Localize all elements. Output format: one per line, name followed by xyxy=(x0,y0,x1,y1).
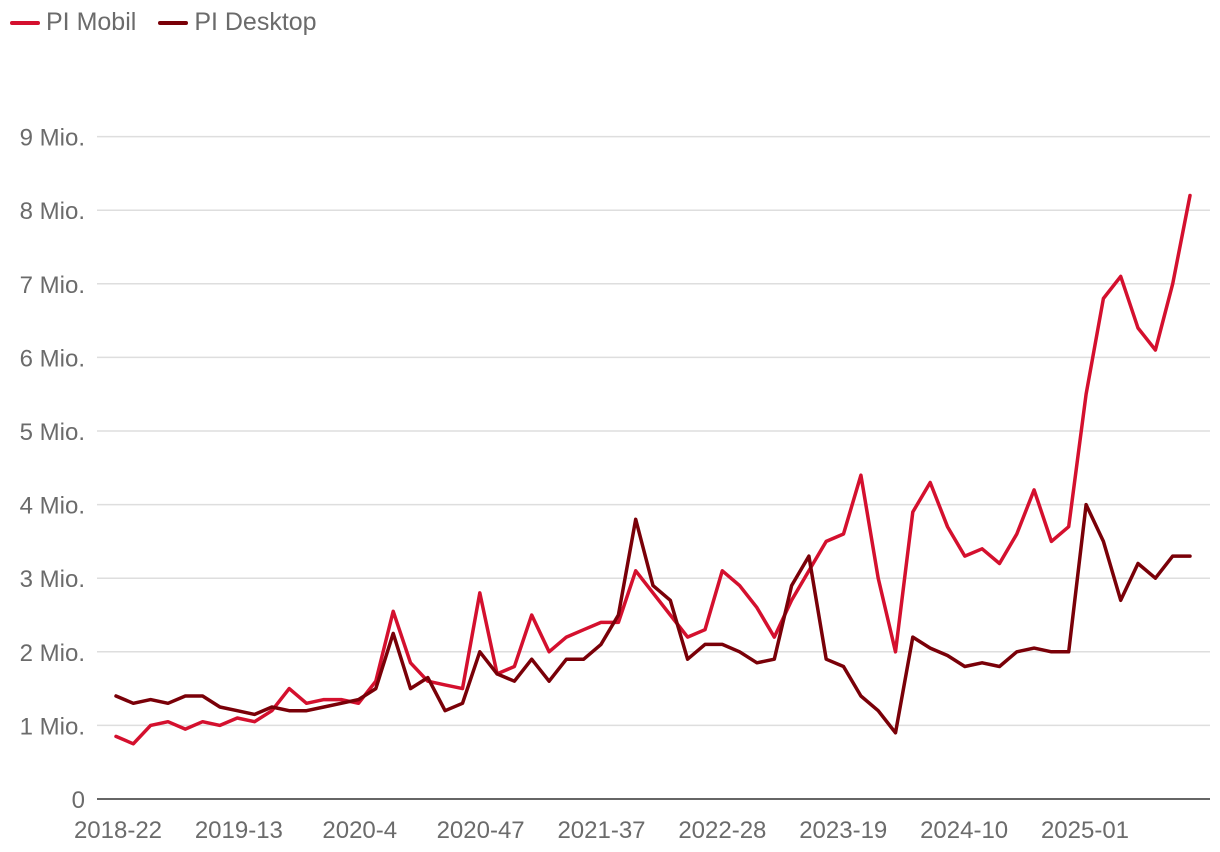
y-tick-label: 0 xyxy=(72,787,85,814)
x-tick-label: 2018-22 xyxy=(74,817,162,844)
y-tick-label: 6 Mio. xyxy=(20,345,85,372)
y-tick-label: 3 Mio. xyxy=(20,566,85,593)
y-tick-label: 1 Mio. xyxy=(20,713,85,740)
y-tick-label: 2 Mio. xyxy=(20,640,85,667)
series-line-pi-desktop[interactable] xyxy=(114,502,1192,735)
x-tick-label: 2021-37 xyxy=(557,817,645,844)
x-tick-label: 2019-13 xyxy=(195,817,283,844)
x-tick-label: 2025-01 xyxy=(1041,817,1129,844)
y-tick-label: 7 Mio. xyxy=(20,272,85,299)
x-tick-label: 2020-4 xyxy=(322,817,397,844)
legend-label-pi-mobil: PI Mobil xyxy=(46,8,137,36)
legend: PI Mobil PI Desktop xyxy=(10,8,317,37)
y-tick-label: 8 Mio. xyxy=(20,198,85,225)
legend-swatch-pi-mobil xyxy=(10,20,40,25)
legend-swatch-pi-desktop xyxy=(158,20,189,25)
y-tick-label: 9 Mio. xyxy=(20,125,85,152)
x-tick-label: 2023-19 xyxy=(799,817,887,844)
series-line-pi-mobil[interactable] xyxy=(114,193,1192,746)
legend-item-pi-desktop[interactable]: PI Desktop xyxy=(158,8,317,37)
y-tick-label: 5 Mio. xyxy=(20,419,85,446)
legend-label-pi-desktop: PI Desktop xyxy=(194,8,317,36)
legend-item-pi-mobil[interactable]: PI Mobil xyxy=(10,8,136,37)
x-tick-label: 2022-28 xyxy=(678,817,766,844)
y-tick-label: 4 Mio. xyxy=(20,493,85,520)
x-tick-label: 2020-47 xyxy=(437,817,525,844)
x-tick-label: 2024-10 xyxy=(920,817,1008,844)
